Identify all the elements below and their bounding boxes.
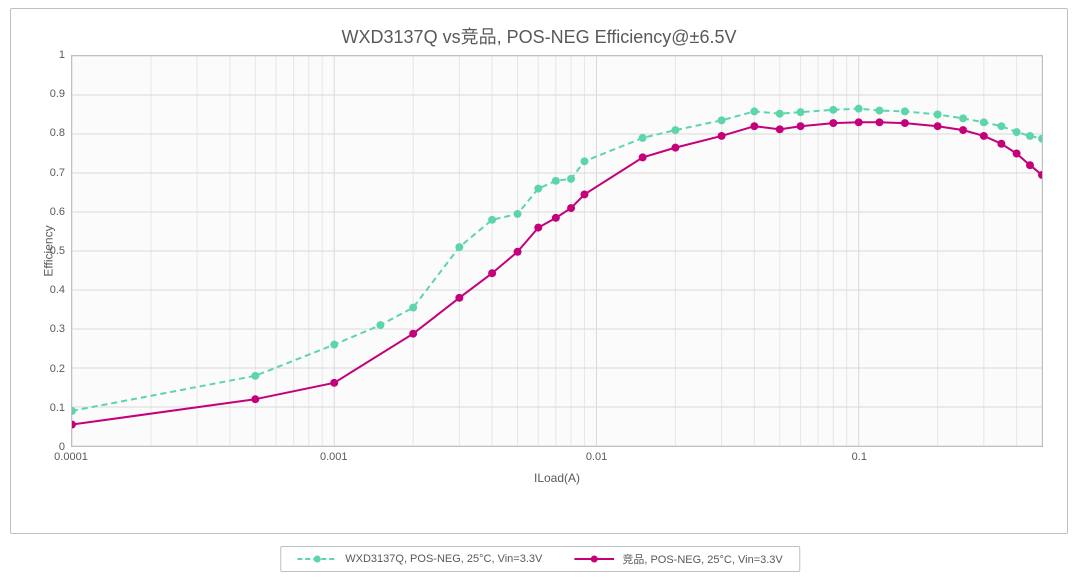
series-marker-wxd3137q [959,114,967,122]
y-tick-label: 0 [59,441,71,453]
plot-area [71,55,1043,447]
y-tick-label: 0.3 [50,323,71,335]
plot-wrap: Efficiency ILoad(A) 0.00010.0010.010.100… [71,55,1043,447]
series-marker-wxd3137q [1038,135,1042,143]
legend-item-competitor: 竞品, POS-NEG, 25°C, Vin=3.3V [574,551,782,567]
series-line-competitor [72,122,1042,424]
y-tick-label: 0.4 [50,284,71,296]
x-tick-label: 0.001 [320,447,348,463]
series-marker-competitor [776,125,784,133]
series-marker-competitor [639,153,647,161]
series-marker-competitor [552,214,560,222]
y-tick-label: 0.1 [50,402,71,414]
series-marker-wxd3137q [580,157,588,165]
series-marker-competitor [72,421,76,429]
series-marker-wxd3137q [534,185,542,193]
series-marker-wxd3137q [934,111,942,119]
chart-title: WXD3137Q vs竞品, POS-NEG Efficiency@±6.5V [11,23,1067,49]
y-tick-label: 0.8 [50,127,71,139]
series-marker-competitor [251,395,259,403]
series-marker-wxd3137q [488,216,496,224]
series-marker-competitor [330,379,338,387]
series-marker-competitor [797,122,805,130]
series-marker-competitor [980,132,988,140]
series-marker-competitor [829,119,837,127]
series-marker-wxd3137q [567,175,575,183]
series-marker-competitor [959,126,967,134]
series-marker-wxd3137q [72,407,76,415]
series-marker-competitor [718,132,726,140]
legend-label-wxd3137q: WXD3137Q, POS-NEG, 25°C, Vin=3.3V [345,553,542,565]
x-axis-label: ILoad(A) [534,471,580,485]
series-marker-wxd3137q [514,210,522,218]
series-marker-wxd3137q [671,126,679,134]
series-marker-wxd3137q [855,105,863,113]
series-marker-competitor [409,330,417,338]
series-marker-wxd3137q [718,116,726,124]
series-marker-wxd3137q [980,118,988,126]
series-marker-wxd3137q [409,304,417,312]
series-marker-wxd3137q [639,134,647,142]
series-marker-competitor [514,248,522,256]
series-marker-competitor [934,122,942,130]
series-marker-wxd3137q [1013,128,1021,136]
series-marker-competitor [671,144,679,152]
series-marker-competitor [534,224,542,232]
series-marker-wxd3137q [829,106,837,114]
series-marker-competitor [1026,161,1034,169]
series-marker-wxd3137q [750,107,758,115]
series-marker-wxd3137q [455,243,463,251]
y-tick-label: 0.5 [50,245,71,257]
series-marker-wxd3137q [997,122,1005,130]
series-marker-wxd3137q [776,110,784,118]
series-svg [72,56,1042,446]
series-marker-wxd3137q [901,107,909,115]
y-tick-label: 0.6 [50,206,71,218]
series-marker-wxd3137q [376,321,384,329]
series-marker-wxd3137q [797,108,805,116]
series-marker-competitor [997,140,1005,148]
chart-border: WXD3137Q vs竞品, POS-NEG Efficiency@±6.5V … [10,8,1068,534]
legend-item-wxd3137q: WXD3137Q, POS-NEG, 25°C, Vin=3.3V [297,553,542,565]
x-tick-label: 0.1 [852,447,867,463]
series-marker-competitor [855,118,863,126]
series-marker-wxd3137q [875,107,883,115]
efficiency-chart: WXD3137Q vs竞品, POS-NEG Efficiency@±6.5V … [0,0,1080,586]
series-marker-competitor [750,122,758,130]
series-line-wxd3137q [72,109,1042,411]
series-marker-competitor [875,118,883,126]
series-marker-wxd3137q [552,177,560,185]
legend-swatch-competitor [574,553,614,565]
series-marker-wxd3137q [330,341,338,349]
y-tick-label: 0.2 [50,363,71,375]
series-marker-wxd3137q [251,372,259,380]
y-tick-label: 0.7 [50,167,71,179]
y-tick-label: 1 [59,49,71,61]
series-marker-competitor [455,294,463,302]
legend: WXD3137Q, POS-NEG, 25°C, Vin=3.3V 竞品, PO… [280,546,800,572]
series-marker-wxd3137q [1026,132,1034,140]
series-marker-competitor [901,119,909,127]
series-marker-competitor [488,269,496,277]
series-marker-competitor [580,190,588,198]
legend-label-competitor: 竞品, POS-NEG, 25°C, Vin=3.3V [622,551,782,567]
y-tick-label: 0.9 [50,88,71,100]
legend-swatch-wxd3137q [297,553,337,565]
series-marker-competitor [1013,150,1021,158]
x-tick-label: 0.01 [586,447,607,463]
series-marker-competitor [567,204,575,212]
